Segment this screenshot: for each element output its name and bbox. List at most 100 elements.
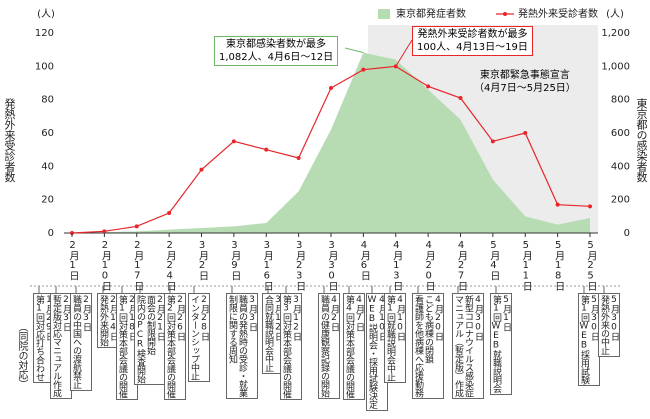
y2-tick-label: 200 — [611, 195, 630, 206]
event-box: 5月30日 発熱外来の中止 — [598, 293, 620, 357]
event-text: 5月30日 — [609, 295, 619, 341]
event-text: 2月18日 — [127, 295, 137, 341]
point — [134, 224, 139, 229]
event-box: 4月30日 新型コロナウイルス感染症 マニュアル（暫定版）作成 — [452, 293, 484, 399]
event-text: WEB説明会・採用試験決定 — [367, 295, 377, 409]
event-text: 職員の中国への渡航禁止 — [71, 295, 81, 389]
event-text: 4月20日 — [433, 295, 443, 341]
event-text: 4月30日 — [473, 295, 483, 341]
y-tick-label: 100 — [35, 61, 54, 72]
annotation-pointer — [344, 47, 364, 54]
x-tick-label: 4月6日 — [358, 240, 370, 280]
x-tick-label: 2月24日 — [164, 240, 176, 291]
y-tick-label: 20 — [41, 195, 54, 206]
event-text: 発熱外来の中止 — [599, 295, 609, 355]
event-box: 5月30日 第1回WEB採用試験 — [578, 293, 600, 386]
annotation: 東京都緊急事態宣言 （4月7日〜5月25日） — [470, 68, 580, 96]
y-tick-label: 60 — [41, 128, 54, 139]
annotation-line: 東京都感染者数が最多 — [226, 39, 327, 50]
event-text: 看護師を他病棟へ応援勤務 — [413, 295, 423, 397]
event-text: 2月28日 — [199, 295, 209, 341]
legend-swatch — [503, 12, 507, 16]
x-tick-label: 4月13日 — [390, 240, 402, 291]
legend-label: 東京都発症者数 — [396, 7, 466, 20]
event-text: 5月30日 — [589, 295, 599, 341]
y2-axis-title: 東京都の感染者数 — [635, 98, 648, 182]
point — [296, 156, 301, 160]
event-text: インターンシップ中止 — [189, 295, 199, 380]
event-text: 新型コロナウイルス感染症 — [463, 295, 473, 397]
point — [167, 211, 172, 215]
event-text: 4月2日 — [329, 295, 339, 331]
y2-tick-label: 1,200 — [601, 28, 630, 39]
y-unit: (人) — [37, 8, 55, 20]
event-box: 4月10日 第1回就職説明会中止 — [384, 293, 406, 383]
event-text: 1月29日 — [44, 295, 54, 341]
event-box: 2月26日 第2回対策本部会議の開催 — [164, 293, 186, 400]
x-tick-label: 2月1日 — [67, 240, 78, 280]
event-text: 4月7日 — [354, 295, 364, 331]
event-text: 合同就職説明会中止 — [263, 295, 273, 372]
annotation-line: （4月7日〜5月25日） — [474, 83, 576, 94]
events-header: （同院の対応） — [16, 322, 27, 389]
x-tick-label: 5月18日 — [552, 240, 564, 291]
y2-unit: (人) — [606, 8, 624, 20]
annotation-line: 1,082人、4月6日〜12日 — [219, 52, 334, 63]
event-text: 2月26日 — [175, 295, 185, 341]
point — [588, 204, 592, 209]
annotation-pointer — [395, 39, 413, 67]
point — [231, 139, 236, 144]
x-tick-label: 5月25日 — [585, 240, 596, 291]
event-box: 2月3日 職員の中国への渡航禁止 — [70, 293, 92, 391]
y2-tick-label: 400 — [611, 161, 630, 172]
x-tick-label: 3月23日 — [293, 240, 305, 291]
y2-tick-label: 800 — [611, 95, 630, 106]
event-text: 2月3日 — [61, 295, 71, 331]
event-text: 制限に関する周知 — [227, 295, 237, 363]
legend-label: 発熱外来受診者数 — [518, 7, 598, 20]
point — [426, 84, 431, 89]
legend-swatch — [378, 9, 390, 19]
point — [102, 229, 107, 234]
x-tick-label: 4月27日 — [455, 240, 467, 291]
event-text: 暫定版対応マニュアル作成 — [51, 295, 61, 397]
event-text: 第3回対策本部会議の開催 — [281, 295, 291, 398]
event-text: 3月3日 — [247, 295, 257, 331]
event-text: 職員の発熱時の受診・就業 — [237, 295, 247, 397]
event-box: 2月21日 面会の制限開始 院内のPCR検査開始 — [134, 293, 166, 385]
point — [555, 202, 560, 207]
point — [458, 96, 463, 100]
y-tick-label: 120 — [35, 28, 54, 39]
event-box: 4月20日 こども病棟の閉鎖 看護師を他病棟へ応援勤務 — [412, 293, 444, 399]
event-box: 3月12日 第3回対策本部会議の開催 — [280, 293, 302, 400]
event-text: 3月12日 — [291, 295, 301, 341]
x-tick-label: 2月10日 — [99, 240, 111, 291]
annotation-line: 100人、4月13日〜19日 — [417, 42, 528, 53]
event-box: 5月1日 第1回WEB就職説明会 — [490, 293, 512, 395]
point — [329, 86, 333, 90]
point — [199, 167, 204, 172]
event-text: 2月3日 — [81, 295, 91, 331]
event-text: 第1回就職説明会中止 — [385, 295, 395, 381]
annotation-line: 発熱外来受診者数が最多 — [417, 29, 528, 40]
event-text: 2月14日 — [108, 295, 118, 341]
y-tick-label: 40 — [41, 161, 54, 172]
event-text: マニュアル（暫定版）作成 — [453, 295, 463, 397]
annotation-line: 東京都緊急事態宣言 — [479, 70, 570, 81]
x-tick-label: 3月30日 — [326, 240, 337, 291]
area — [72, 52, 590, 233]
event-text: 2月21日 — [155, 295, 165, 341]
event-text: 職員の健康観察記録の開始 — [319, 295, 329, 397]
point — [361, 67, 366, 72]
event-text: 発熱外来開始 — [98, 295, 108, 346]
y2-tick-label: 0 — [624, 228, 630, 239]
y2-tick-label: 1,000 — [601, 61, 630, 72]
y-tick-label: 0 — [48, 228, 54, 239]
y-axis-title: 発熱外来受診者数 — [3, 98, 16, 182]
point — [490, 139, 495, 144]
event-box: 2月28日 インターンシップ中止 — [188, 293, 210, 382]
event-text: 第1回対策本部会議の開催 — [117, 295, 127, 398]
annotation: 東京都感染者数が最多 1,082人、4月6日〜12日 — [214, 36, 339, 66]
